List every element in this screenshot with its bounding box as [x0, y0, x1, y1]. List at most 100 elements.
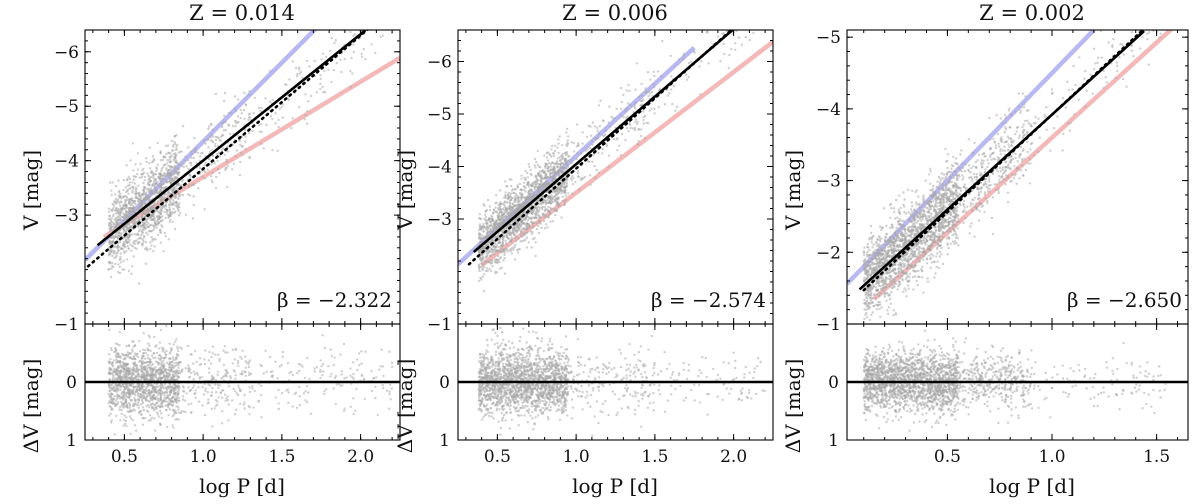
data-point	[159, 172, 163, 176]
data-point	[111, 264, 114, 268]
residual-point	[146, 370, 150, 373]
residual-point	[136, 398, 140, 401]
data-point	[526, 176, 529, 179]
data-point	[555, 209, 558, 213]
data-point	[214, 142, 217, 146]
residual-point	[188, 389, 192, 393]
residual-point	[107, 385, 111, 388]
residual-point	[210, 391, 213, 394]
data-point	[176, 172, 180, 175]
data-point	[132, 200, 135, 203]
data-point	[184, 213, 188, 216]
residual-point	[126, 355, 129, 358]
residual-point	[171, 408, 175, 412]
residual-point	[360, 362, 363, 365]
residual-point	[113, 433, 116, 436]
data-point	[234, 119, 237, 123]
residual-point	[260, 384, 263, 388]
data-point	[271, 117, 274, 121]
residual-point	[184, 367, 187, 370]
data-point	[299, 70, 302, 74]
data-point	[526, 181, 530, 184]
data-point	[167, 151, 170, 154]
data-point	[268, 69, 272, 73]
data-point	[142, 171, 146, 174]
data-point	[115, 225, 118, 228]
data-point	[149, 247, 152, 250]
residual-point	[203, 362, 207, 366]
data-point	[114, 219, 118, 222]
data-point	[381, 34, 384, 37]
data-point	[118, 218, 122, 222]
red-edge-line	[480, 40, 773, 267]
residual-point	[153, 397, 157, 400]
data-point	[163, 163, 167, 167]
data-point	[237, 98, 240, 101]
panel-z-0006: Z = 0.006 V [mag] ΔV [mag] log P [d] β =…	[393, 1, 774, 498]
residual-point	[174, 398, 177, 401]
data-point	[525, 236, 529, 239]
data-point	[556, 146, 559, 149]
residual-point	[233, 413, 237, 416]
data-point	[206, 168, 209, 171]
residual-point	[352, 361, 355, 364]
data-point	[169, 152, 172, 155]
data-point	[194, 147, 197, 150]
data-point	[111, 214, 115, 218]
data-point	[196, 151, 200, 154]
data-point	[222, 121, 225, 124]
residual-point	[360, 350, 363, 353]
data-point	[171, 192, 174, 195]
data-point	[108, 249, 111, 253]
data-point	[138, 176, 142, 179]
residual-point	[176, 384, 179, 388]
data-point	[127, 207, 131, 210]
residual-point	[197, 386, 200, 389]
residual-point	[248, 386, 251, 389]
residual-point	[143, 367, 147, 371]
residual-point	[159, 397, 162, 400]
panel-z-0014: Z = 0.014 V [mag] ΔV [mag] log P [d] β =…	[19, 1, 401, 498]
data-point	[234, 125, 237, 128]
data-point	[234, 109, 238, 113]
residual-point	[370, 369, 373, 373]
residual-point	[132, 361, 135, 365]
residual-point	[111, 408, 114, 411]
data-point	[164, 203, 168, 206]
data-point	[146, 233, 149, 236]
data-point	[489, 223, 493, 226]
residual-point	[144, 391, 147, 394]
residual-point	[180, 410, 183, 413]
residual-point	[134, 358, 137, 361]
data-point	[141, 189, 145, 192]
data-point	[137, 201, 140, 204]
data-point	[493, 261, 497, 264]
data-point	[163, 231, 167, 235]
residual-point	[116, 351, 119, 355]
data-point	[177, 197, 180, 201]
residual-point	[172, 343, 175, 346]
data-point	[170, 204, 174, 207]
residual-point	[127, 390, 130, 393]
data-point	[152, 171, 155, 174]
x-tick-label: 2.0	[347, 447, 374, 467]
residual-point	[166, 376, 169, 379]
data-point	[557, 138, 560, 141]
data-point	[176, 166, 179, 170]
data-point	[154, 189, 157, 192]
residual-point	[214, 383, 217, 386]
residual-point	[120, 369, 123, 373]
data-point	[187, 184, 190, 187]
data-point	[546, 198, 549, 202]
residual-point	[224, 351, 227, 354]
data-point	[563, 203, 566, 206]
data-point	[172, 158, 175, 162]
residual-point	[174, 388, 177, 391]
residual-point	[177, 349, 180, 353]
data-point	[248, 116, 251, 119]
residual-point	[382, 386, 385, 390]
residual-point	[229, 376, 233, 380]
data-point	[132, 205, 135, 208]
residual-point	[390, 365, 394, 369]
residual-point	[144, 399, 148, 402]
